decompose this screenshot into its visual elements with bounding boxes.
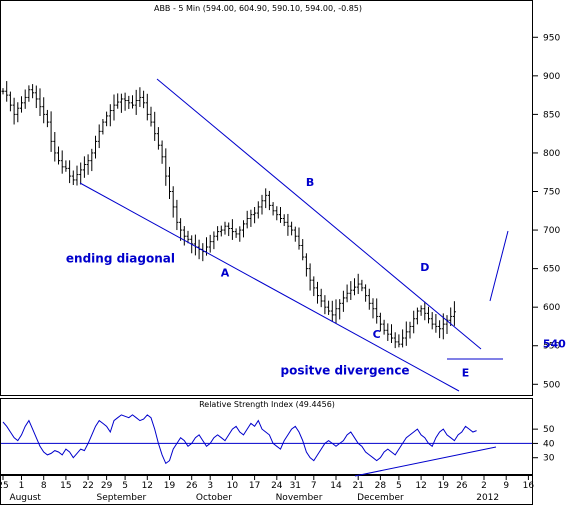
date-tick-label: 14 — [330, 481, 342, 491]
rsi-title: Relative Strength Index (49.4456) — [199, 400, 335, 409]
rsi-y-tick-label: 50 — [543, 425, 555, 435]
wave-label-D: D — [420, 261, 429, 274]
rsi-y-axis: 30 40 50 — [1, 425, 555, 464]
date-tick-label: 2 — [481, 481, 487, 491]
date-tick-label: 16 — [523, 481, 535, 491]
rsi-series-line — [2, 414, 477, 465]
projection-line — [489, 230, 509, 302]
date-tick-label: 19 — [164, 481, 176, 491]
date-tick-label: 31 — [290, 481, 301, 491]
date-tick-label: 21 — [352, 481, 363, 491]
rsi-plot — [2, 414, 477, 465]
date-tick-label: 12 — [142, 481, 153, 491]
price-annotations: B D A C E 540 ending diagonal positve divergenc… — [66, 176, 566, 379]
date-tick-label: 28 — [375, 481, 387, 491]
month-label: September — [97, 493, 147, 503]
date-tick-label: 10 — [227, 481, 239, 491]
price-panel-frame — [0, 0, 533, 396]
wave-label-B: B — [306, 176, 314, 189]
month-label: December — [357, 493, 404, 503]
price-y-tick-label: 650 — [543, 265, 560, 275]
date-tick-label: 17 — [249, 481, 260, 491]
date-tick-label: 19 — [438, 481, 450, 491]
date-axis: 25 1 8 15 22 29 5 12 19 26 3 10 17 24 31 7 14 21 28 5 12 19 26… — [0, 476, 534, 503]
chart-annotation: ending diagonal — [66, 251, 175, 265]
rsi-y-tick-label: 40 — [543, 439, 555, 449]
rsi-y-tick-label: 30 — [543, 454, 555, 464]
date-tick-label: 12 — [415, 481, 426, 491]
date-tick-label: 29 — [101, 481, 113, 491]
date-tick-label: 5 — [122, 481, 128, 491]
wave-label-540: 540 — [543, 337, 566, 350]
price-y-tick-label: 550 — [543, 342, 560, 352]
wave-label-E: E — [462, 367, 470, 380]
month-label: November — [276, 493, 323, 503]
date-tick-label: 3 — [207, 481, 213, 491]
date-tick-label: 5 — [396, 481, 402, 491]
price-y-tick-label: 800 — [543, 149, 560, 159]
date-tick-label: 15 — [60, 481, 71, 491]
date-tick-label: 22 — [82, 481, 93, 491]
price-title: ABB - 5 Min (594.00, 604.90, 590.10, 594… — [154, 4, 362, 13]
price-y-tick-label: 600 — [543, 303, 560, 313]
rsi-divergence-line — [354, 446, 497, 477]
date-tick-label: 24 — [271, 481, 283, 491]
price-y-tick-label: 850 — [543, 110, 560, 120]
month-label: 2012 — [476, 493, 499, 503]
trend-lines — [79, 78, 509, 392]
date-axis-frame — [0, 475, 533, 505]
wave-label-A: A — [221, 266, 230, 279]
chart-annotation: positve divergence — [281, 363, 410, 377]
date-tick-label: 26 — [186, 481, 198, 491]
date-tick-label: 9 — [503, 481, 509, 491]
price-y-axis: 500 550 600 650 700 750 800 850 900 950 — [533, 33, 560, 390]
price-y-tick-label: 900 — [543, 72, 560, 82]
rsi-panel-frame — [0, 398, 533, 475]
month-label: August — [9, 493, 41, 503]
date-tick-label: 1 — [19, 481, 25, 491]
lower-trendline — [79, 182, 460, 392]
date-tick-label: 26 — [456, 481, 468, 491]
date-tick-label: 25 — [0, 481, 9, 491]
price-y-tick-label: 500 — [543, 380, 560, 390]
month-label: October — [196, 493, 232, 503]
date-tick-label: 8 — [41, 481, 47, 491]
price-bars — [1, 81, 456, 349]
date-tick-label: 7 — [311, 481, 317, 491]
upper-trendline — [156, 78, 482, 350]
price-y-tick-label: 750 — [543, 188, 560, 198]
wave-label-C: C — [373, 328, 381, 341]
price-y-tick-label: 700 — [543, 226, 560, 236]
price-y-tick-label: 950 — [543, 33, 560, 43]
